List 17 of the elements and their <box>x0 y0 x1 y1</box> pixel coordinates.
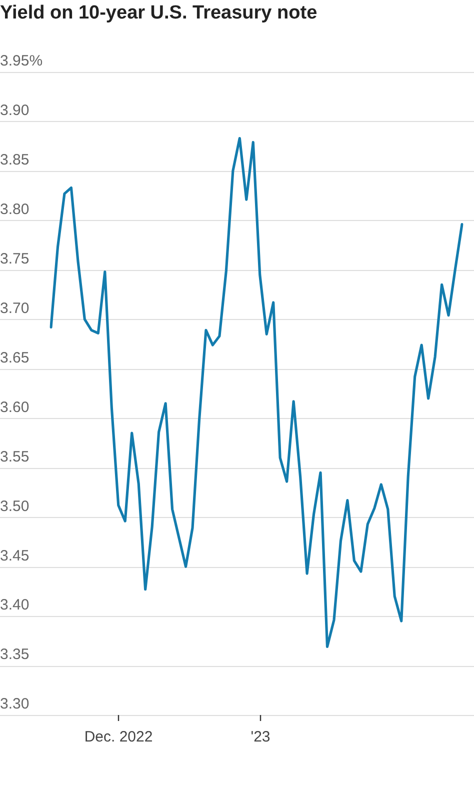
x-tick-label: '23 <box>250 728 270 746</box>
y-tick-label: 3.30 <box>0 696 30 713</box>
y-tick-label: 3.35 <box>0 646 30 664</box>
y-tick-label: 3.90 <box>0 102 30 120</box>
x-tick-label: Dec. 2022 <box>84 728 153 746</box>
y-tick-label: 3.65 <box>0 349 30 366</box>
y-tick-label: 3.50 <box>0 498 30 515</box>
y-tick-label: 3.85 <box>0 152 30 169</box>
y-tick-label: 3.55 <box>0 448 30 466</box>
y-tick-label: 3.95% <box>0 52 43 70</box>
y-tick-label: 3.60 <box>0 398 30 416</box>
chart-title: Yield on 10-year U.S. Treasury note <box>0 2 318 24</box>
y-tick-label: 3.70 <box>0 300 30 317</box>
y-tick-label: 3.40 <box>0 596 30 614</box>
y-tick-label: 3.45 <box>0 547 30 564</box>
y-tick-label: 3.75 <box>0 250 30 268</box>
y-tick-label: 3.80 <box>0 201 30 218</box>
